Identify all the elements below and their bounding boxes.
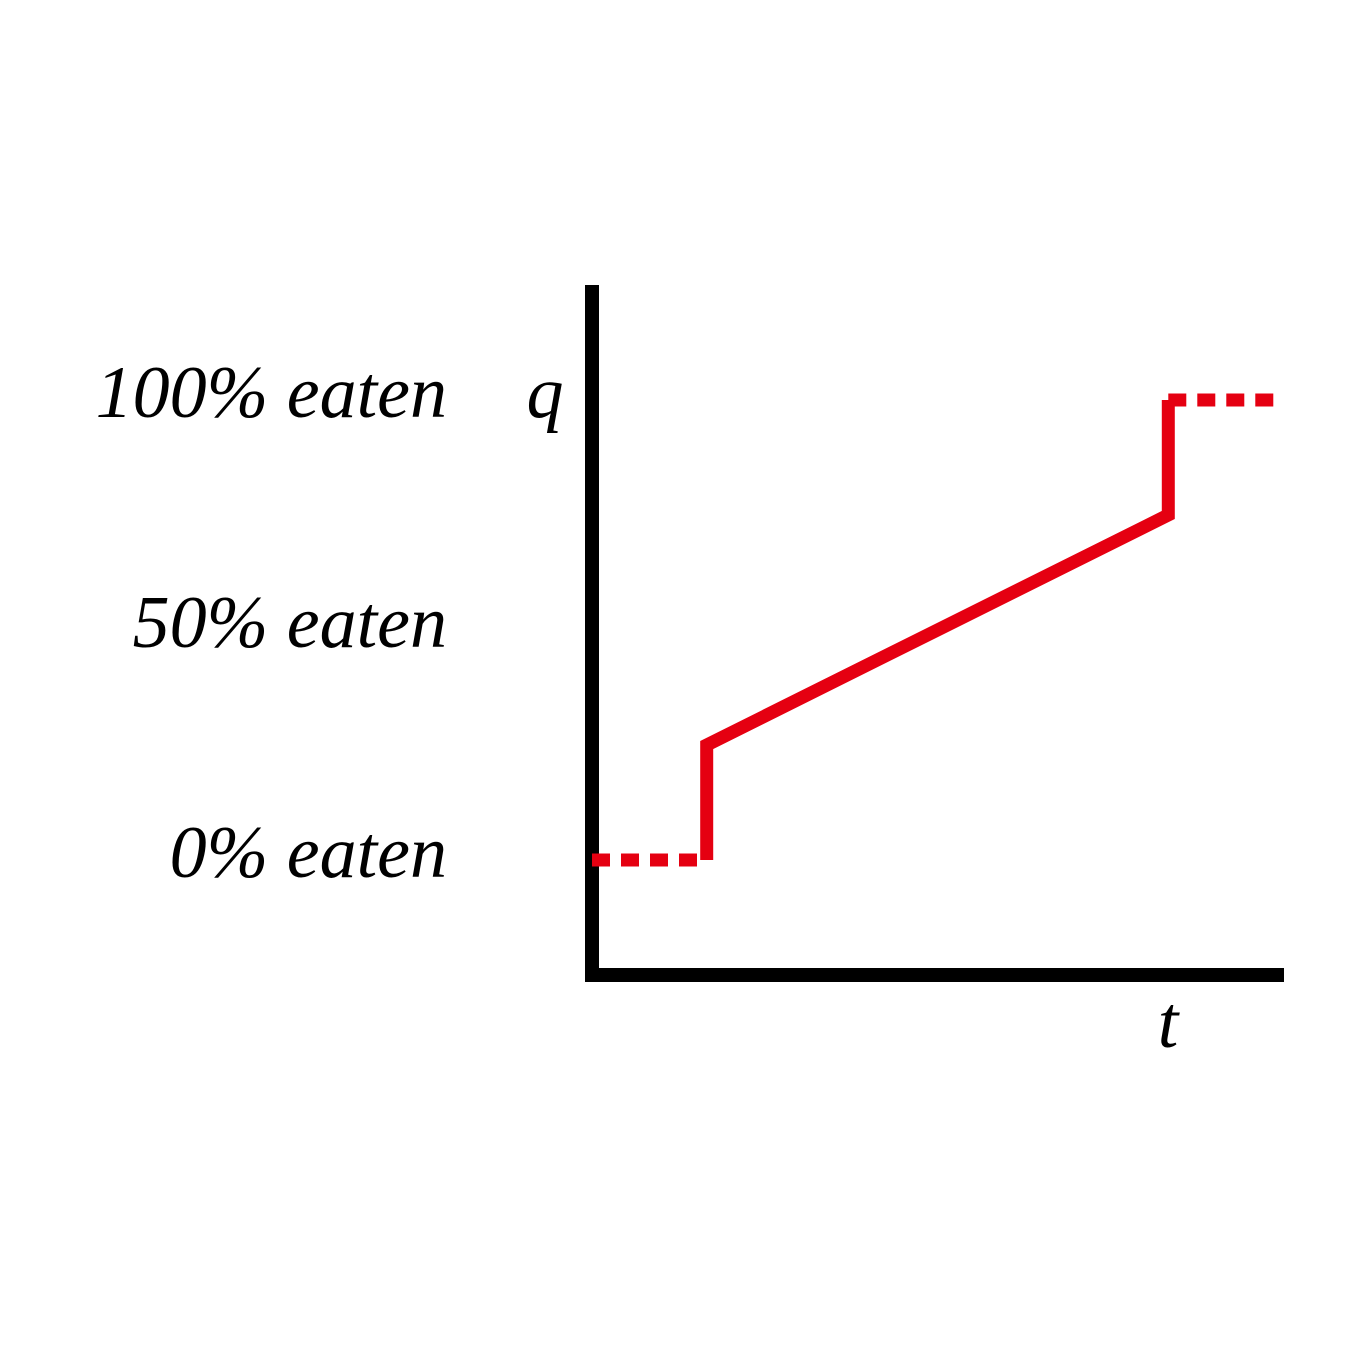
x-axis-label: t: [1158, 982, 1181, 1064]
y-tick-label: 50% eaten: [133, 582, 447, 664]
y-axis-label: q: [527, 352, 564, 434]
y-tick-label: 0% eaten: [170, 812, 447, 894]
y-tick-label: 100% eaten: [96, 352, 447, 434]
data-line: [700, 400, 1175, 860]
